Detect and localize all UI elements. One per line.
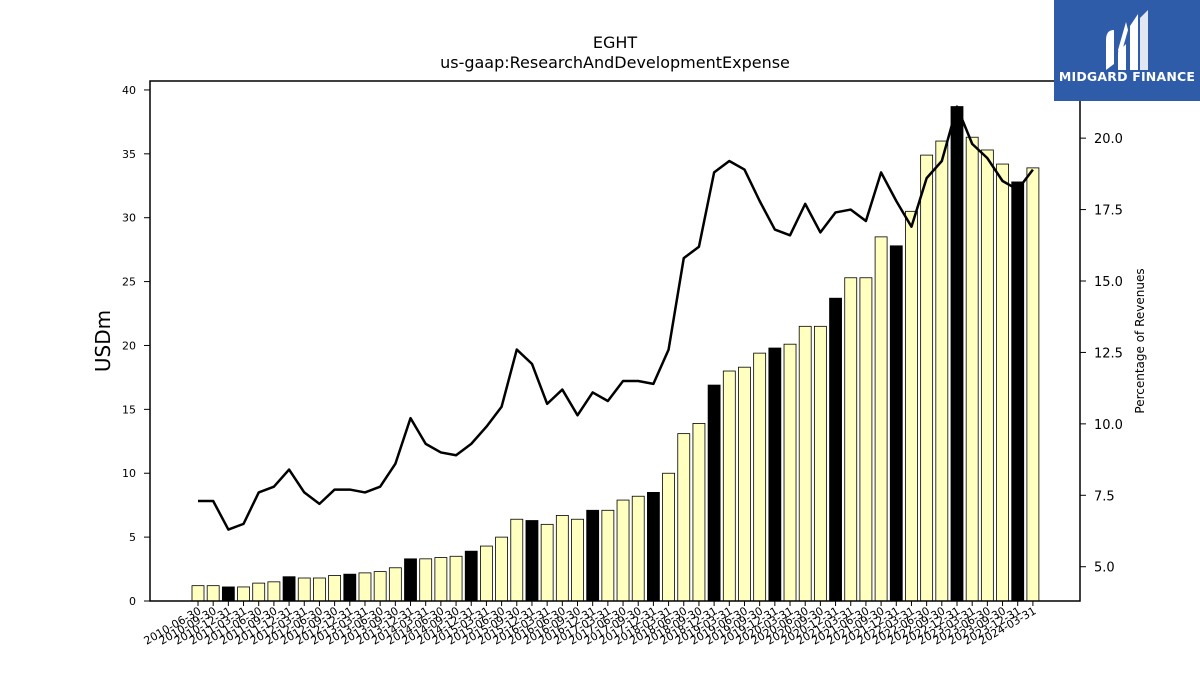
y-tick-label-10: 10 — [122, 467, 136, 480]
x-axis: 2010-06-302010-09-302010-12-312011-03-31… — [142, 601, 1038, 648]
midgard-m-logo-icon — [1106, 10, 1148, 70]
y-tick-label-20: 20 — [122, 339, 136, 352]
bar-2018-03-31 — [662, 472, 675, 602]
y-tick-label-40: 40 — [122, 84, 136, 97]
y-axis-label-right: Percentage of Revenues — [1133, 268, 1147, 413]
bar-2023-06-30 — [980, 149, 994, 602]
y-tick-label-15: 15 — [122, 403, 136, 416]
bar-2015-06-30 — [495, 536, 509, 602]
y-right-tick-label-5.0: 5.0 — [1094, 561, 1115, 576]
y-tick-label-5: 5 — [129, 531, 136, 544]
y-tick-label-0: 0 — [129, 595, 136, 608]
bar-2012-12-31 — [343, 573, 357, 602]
chart-subtitle: us-gaap:ResearchAndDevelopmentExpense — [440, 53, 790, 72]
bar-2017-12-31 — [647, 491, 660, 602]
bar-2016-06-30 — [555, 515, 569, 602]
bar-group — [191, 106, 1040, 602]
bar-2017-03-31 — [601, 509, 615, 602]
bar-2014-12-31 — [464, 550, 478, 602]
bar-2020-03-31 — [783, 343, 797, 602]
y-tick-label-35: 35 — [122, 148, 136, 161]
bar-2014-09-30 — [449, 555, 463, 602]
bar-2011-03-31 — [237, 586, 250, 602]
bar-2016-09-30 — [571, 518, 584, 602]
bar-2019-12-31 — [768, 347, 782, 602]
bar-2020-06-30 — [798, 325, 812, 602]
bar-2016-12-31 — [586, 509, 600, 602]
bar-2021-12-31 — [889, 245, 903, 602]
y-right-tick-label-12.5: 12.5 — [1094, 346, 1123, 361]
bar-2014-06-30 — [434, 557, 448, 602]
y-tick-label-30: 30 — [122, 212, 136, 225]
bar-2011-06-30 — [252, 582, 266, 602]
bar-2021-06-30 — [859, 277, 873, 602]
bar-2013-06-30 — [373, 571, 387, 602]
bar-2023-03-31 — [965, 136, 979, 602]
logo-text: MIDGARD FINANCE — [1059, 69, 1195, 84]
y-tick-label-25: 25 — [122, 276, 136, 289]
bar-2020-12-31 — [829, 297, 842, 602]
y-axis-label: USDm — [91, 310, 115, 372]
bar-2013-03-31 — [358, 572, 372, 602]
bar-2011-09-30 — [267, 581, 281, 602]
bar-2010-12-31 — [221, 586, 235, 602]
bar-2013-09-30 — [388, 567, 402, 602]
bar-2010-09-30 — [206, 585, 220, 602]
bar-2019-06-30 — [738, 366, 751, 602]
bar-2022-12-31 — [950, 106, 964, 602]
bar-2017-09-30 — [631, 495, 645, 602]
bar-2018-06-30 — [677, 433, 691, 602]
bar-2010-06-30 — [191, 585, 205, 602]
y-axis-left: 0 5 10 15 20 25 30 35 40 — [122, 84, 150, 608]
y-right-tick-label-20.0: 20.0 — [1094, 132, 1123, 147]
bar-2021-09-30 — [874, 236, 888, 602]
bar-2012-09-30 — [328, 575, 342, 602]
bar-2022-09-30 — [935, 140, 949, 602]
y-right-tick-label-7.5: 7.5 — [1094, 489, 1115, 504]
bar-2020-09-30 — [813, 325, 827, 602]
y-right-tick-label-15.0: 15.0 — [1094, 275, 1123, 290]
bar-2022-03-31 — [905, 210, 918, 602]
y-right-tick-label-10.0: 10.0 — [1094, 418, 1123, 433]
bar-2018-09-30 — [692, 423, 706, 602]
midgard-logo: MIDGARD FINANCE — [1054, 0, 1200, 101]
bar-2023-09-30 — [996, 163, 1009, 602]
y-axis-right: 5.0 7.5 10.0 12.5 15.0 17.5 20.0 — [1080, 132, 1123, 576]
bar-2018-12-31 — [707, 384, 721, 602]
bar-2015-09-30 — [510, 518, 524, 602]
chart-title: EGHT — [593, 33, 638, 52]
bar-2021-03-31 — [844, 277, 858, 602]
bar-2013-12-31 — [404, 558, 417, 602]
bar-2017-06-30 — [616, 499, 630, 602]
bar-2011-12-31 — [282, 576, 296, 602]
bar-2012-06-30 — [313, 577, 326, 602]
bar-2019-09-30 — [753, 352, 767, 602]
plot-frame — [149, 80, 1081, 602]
bar-2024-03-31 — [1026, 167, 1040, 602]
bar-2012-03-31 — [297, 577, 311, 602]
y-right-tick-label-17.5: 17.5 — [1094, 204, 1123, 219]
bar-2014-03-31 — [419, 558, 433, 602]
bar-2023-12-31 — [1011, 181, 1025, 602]
logo-background — [1054, 0, 1200, 101]
ratio-series-line — [198, 105, 1034, 531]
bar-2015-03-31 — [480, 545, 493, 602]
bar-2016-03-31 — [540, 523, 554, 602]
bar-2015-12-31 — [525, 520, 539, 602]
bar-2019-03-31 — [722, 370, 736, 602]
bar-2022-06-30 — [920, 154, 934, 602]
